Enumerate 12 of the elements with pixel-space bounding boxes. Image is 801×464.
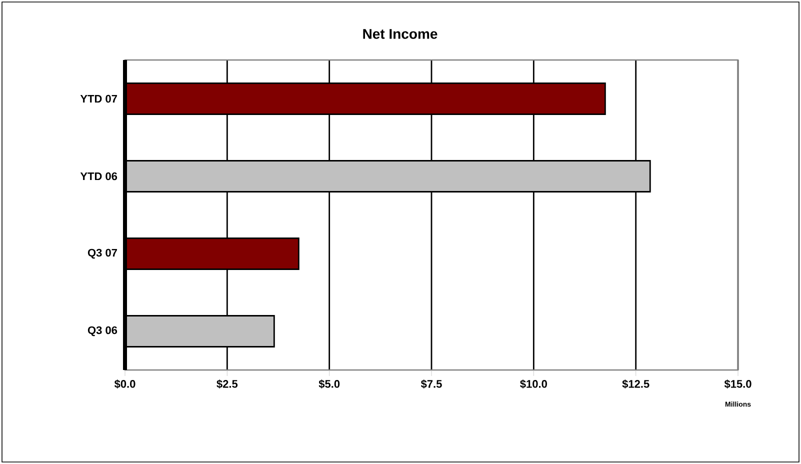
y-tick-label: YTD 07	[80, 94, 117, 103]
x-tick-label: $7.5	[420, 380, 442, 389]
x-tick-label: $0.0	[114, 380, 136, 389]
x-tick-label: $12.5	[622, 380, 650, 389]
x-tick-label: $2.5	[216, 380, 238, 389]
x-tick-label: $15.0	[724, 380, 752, 389]
y-tick-label: Q3 07	[88, 248, 117, 259]
y-tick-label: Q3 06	[88, 326, 118, 336]
x-tick-label: $5.0	[318, 380, 340, 389]
y-tick-label: YTD 06	[80, 172, 118, 180]
x-tick-label: $10.0	[520, 380, 547, 389]
chart-title: Net Income	[363, 29, 438, 39]
